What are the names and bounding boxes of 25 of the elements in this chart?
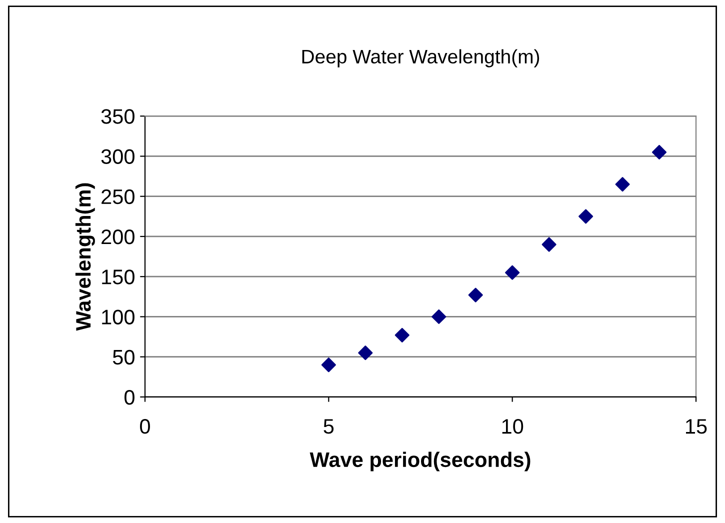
point: [652, 144, 667, 160]
point: [432, 309, 446, 324]
point: [615, 177, 630, 192]
y-tick-label: 100: [102, 310, 134, 324]
y-tick-label: 350: [101, 109, 134, 124]
x-tick-label: 0: [140, 419, 150, 434]
y-tick-label: 200: [102, 229, 134, 244]
x-tick-label: 5: [324, 419, 334, 434]
y-tick-label: 250: [102, 189, 134, 204]
point: [505, 265, 520, 280]
x-tick-label: 15: [686, 419, 707, 434]
point: [321, 358, 336, 372]
y-axis-title: Wavelength(m): [75, 183, 95, 331]
point: [468, 288, 483, 302]
y-tick-label: 150: [102, 270, 134, 284]
chart-title: Deep Water Wavelength(m): [302, 49, 540, 68]
x-axis-title: Wave period(seconds): [310, 452, 530, 472]
y-tick-label: 300: [101, 149, 134, 164]
point: [578, 209, 594, 224]
y-tick-label: 50: [112, 350, 134, 365]
point: [542, 237, 556, 252]
point: [358, 346, 373, 360]
point: [394, 328, 410, 342]
y-tick-label: 0: [124, 390, 134, 405]
x-tick-label: 10: [502, 419, 524, 434]
